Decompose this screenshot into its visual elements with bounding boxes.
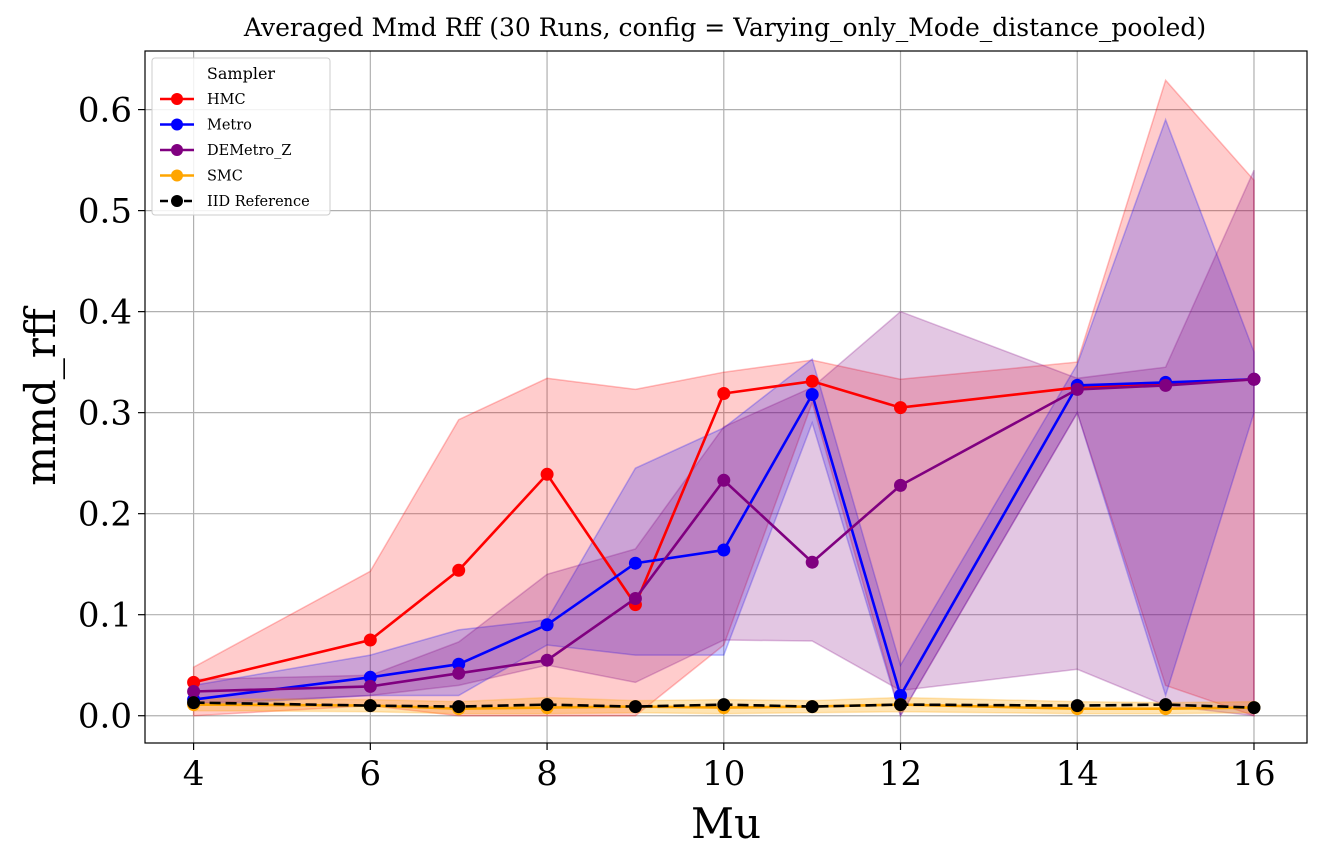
data-point bbox=[452, 700, 466, 714]
data-point bbox=[1159, 378, 1173, 392]
data-point bbox=[1247, 372, 1261, 386]
data-point bbox=[894, 401, 907, 415]
data-point bbox=[452, 563, 466, 577]
confidence-band bbox=[192, 117, 1255, 718]
data-point bbox=[628, 592, 642, 605]
data-point bbox=[540, 467, 554, 481]
data-point bbox=[1159, 698, 1173, 712]
data-point bbox=[363, 699, 377, 713]
data-point bbox=[805, 555, 819, 569]
data-point bbox=[1247, 701, 1261, 715]
x-axis-label: Mu bbox=[691, 799, 761, 848]
x-tick-label: 6 bbox=[360, 754, 382, 794]
series-lines bbox=[187, 372, 1261, 716]
data-point bbox=[805, 700, 819, 714]
data-point bbox=[894, 478, 907, 492]
legend-marker bbox=[171, 118, 183, 131]
legend-entries: HMC Metro DEMetro_Z SMC IID Reference bbox=[160, 92, 310, 210]
x-tick-label: 8 bbox=[536, 754, 558, 794]
x-tick-label: 10 bbox=[702, 754, 745, 794]
y-tick-label: 0.6 bbox=[78, 91, 132, 131]
legend-label: IID Reference bbox=[207, 194, 310, 210]
axis-ticks: 4 6 8 10 12 14 16 0.0 0.1 0.2 0.3 0.4 0.5 0.6 bbox=[78, 91, 1276, 794]
data-point bbox=[717, 543, 731, 557]
legend-label: HMC bbox=[207, 92, 246, 108]
data-point bbox=[452, 657, 466, 671]
data-point bbox=[628, 556, 642, 570]
grid bbox=[145, 51, 1307, 743]
plot-frame bbox=[144, 50, 1308, 744]
y-axis-label: mmd_rff bbox=[16, 305, 65, 486]
data-point bbox=[894, 689, 907, 702]
data-point bbox=[805, 374, 819, 388]
data-point bbox=[717, 473, 731, 487]
data-point bbox=[540, 653, 554, 667]
data-point bbox=[628, 700, 642, 714]
data-point bbox=[187, 696, 201, 710]
legend-label: SMC bbox=[207, 169, 243, 185]
data-point bbox=[187, 685, 201, 698]
legend-frame bbox=[151, 57, 331, 216]
legend-marker bbox=[171, 195, 183, 207]
y-tick-label: 0.5 bbox=[78, 192, 132, 232]
y-tick-label: 0.1 bbox=[78, 596, 132, 636]
legend-marker bbox=[171, 93, 183, 105]
legend: Sampler HMC Metro DEMetro_Z SMC IID Referenc… bbox=[151, 57, 331, 216]
legend-label: Metro bbox=[207, 118, 252, 134]
data-point bbox=[540, 618, 554, 632]
data-point bbox=[363, 679, 377, 693]
y-tick-label: 0.2 bbox=[78, 495, 132, 535]
x-tick-label: 12 bbox=[879, 754, 922, 794]
x-tick-label: 4 bbox=[183, 754, 205, 794]
data-point bbox=[363, 670, 377, 684]
y-tick-label: 0.3 bbox=[78, 394, 132, 434]
data-point bbox=[894, 698, 907, 712]
x-tick-label: 14 bbox=[1056, 754, 1099, 794]
y-tick-label: 0.4 bbox=[78, 293, 132, 333]
legend-label: DEMetro_Z bbox=[207, 143, 291, 159]
y-tick-label: 0.0 bbox=[78, 697, 132, 737]
legend-title: Sampler bbox=[207, 64, 276, 83]
confidence-band bbox=[192, 169, 1255, 717]
data-point bbox=[452, 666, 466, 680]
data-point bbox=[717, 698, 731, 712]
legend-marker bbox=[171, 169, 183, 182]
data-point bbox=[805, 388, 819, 401]
legend-marker bbox=[171, 144, 183, 156]
data-point bbox=[1070, 382, 1084, 396]
data-point bbox=[187, 675, 201, 689]
data-point bbox=[540, 698, 554, 712]
x-tick-label: 16 bbox=[1232, 754, 1275, 794]
data-point bbox=[1070, 699, 1084, 713]
data-point bbox=[363, 633, 377, 647]
data-point bbox=[717, 387, 731, 400]
chart-title: Averaged Mmd Rff (30 Runs, config = Vary… bbox=[243, 13, 1206, 42]
